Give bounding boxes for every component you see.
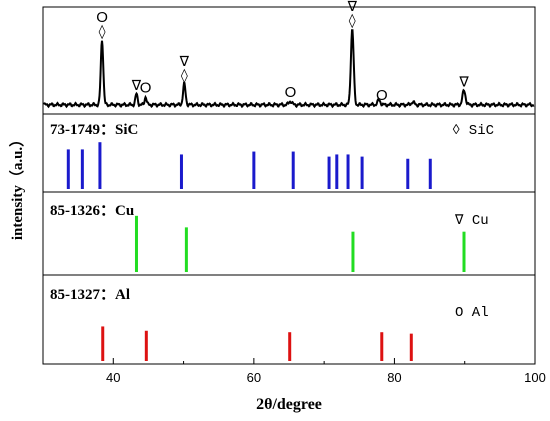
reference-label: 73-1749：SiC bbox=[50, 122, 138, 138]
peak-marker-label: ∇ bbox=[179, 54, 190, 70]
x-tick-label: 60 bbox=[247, 370, 261, 385]
xrd-pattern-line bbox=[43, 29, 535, 109]
peak-marker-label: O bbox=[96, 9, 108, 26]
peak-marker-label: O bbox=[140, 80, 152, 97]
reference-legend: O Al bbox=[455, 305, 489, 321]
x-axis-label: 2θ/degree bbox=[256, 396, 322, 413]
peak-marker-label: ◊ bbox=[349, 13, 356, 29]
peak-marker-label: ∇ bbox=[347, 0, 358, 15]
peak-marker-label: ◊ bbox=[181, 68, 188, 84]
peak-marker-label: O bbox=[376, 87, 388, 104]
peak-marker-label: ∇ bbox=[458, 74, 469, 90]
reference-label: 85-1326：Cu bbox=[50, 203, 134, 219]
reference-label: 85-1327：Al bbox=[50, 287, 130, 303]
peak-marker-label: O bbox=[285, 84, 297, 101]
reference-panels: 73-1749：SiC ◊ SiC 85-1326：Cu ∇ Cu 85-1327：Al… bbox=[50, 122, 494, 361]
x-tick-label: 80 bbox=[387, 370, 401, 385]
peak-marker-label: ◊ bbox=[99, 24, 106, 40]
peak-annotations: O◊∇O∇◊O∇◊O∇ bbox=[96, 0, 469, 104]
x-tick-label: 40 bbox=[106, 370, 120, 385]
plot-frame bbox=[42, 6, 536, 365]
x-axis-ticks: 40 60 80 100 bbox=[42, 358, 546, 385]
y-axis-label: intensity（a.u.） bbox=[8, 132, 26, 240]
reference-legend: ∇ Cu bbox=[454, 213, 489, 229]
peak-marker-label: ∇ bbox=[131, 78, 142, 94]
reference-legend: ◊ SiC bbox=[452, 123, 494, 139]
x-tick-label: 100 bbox=[524, 370, 546, 385]
